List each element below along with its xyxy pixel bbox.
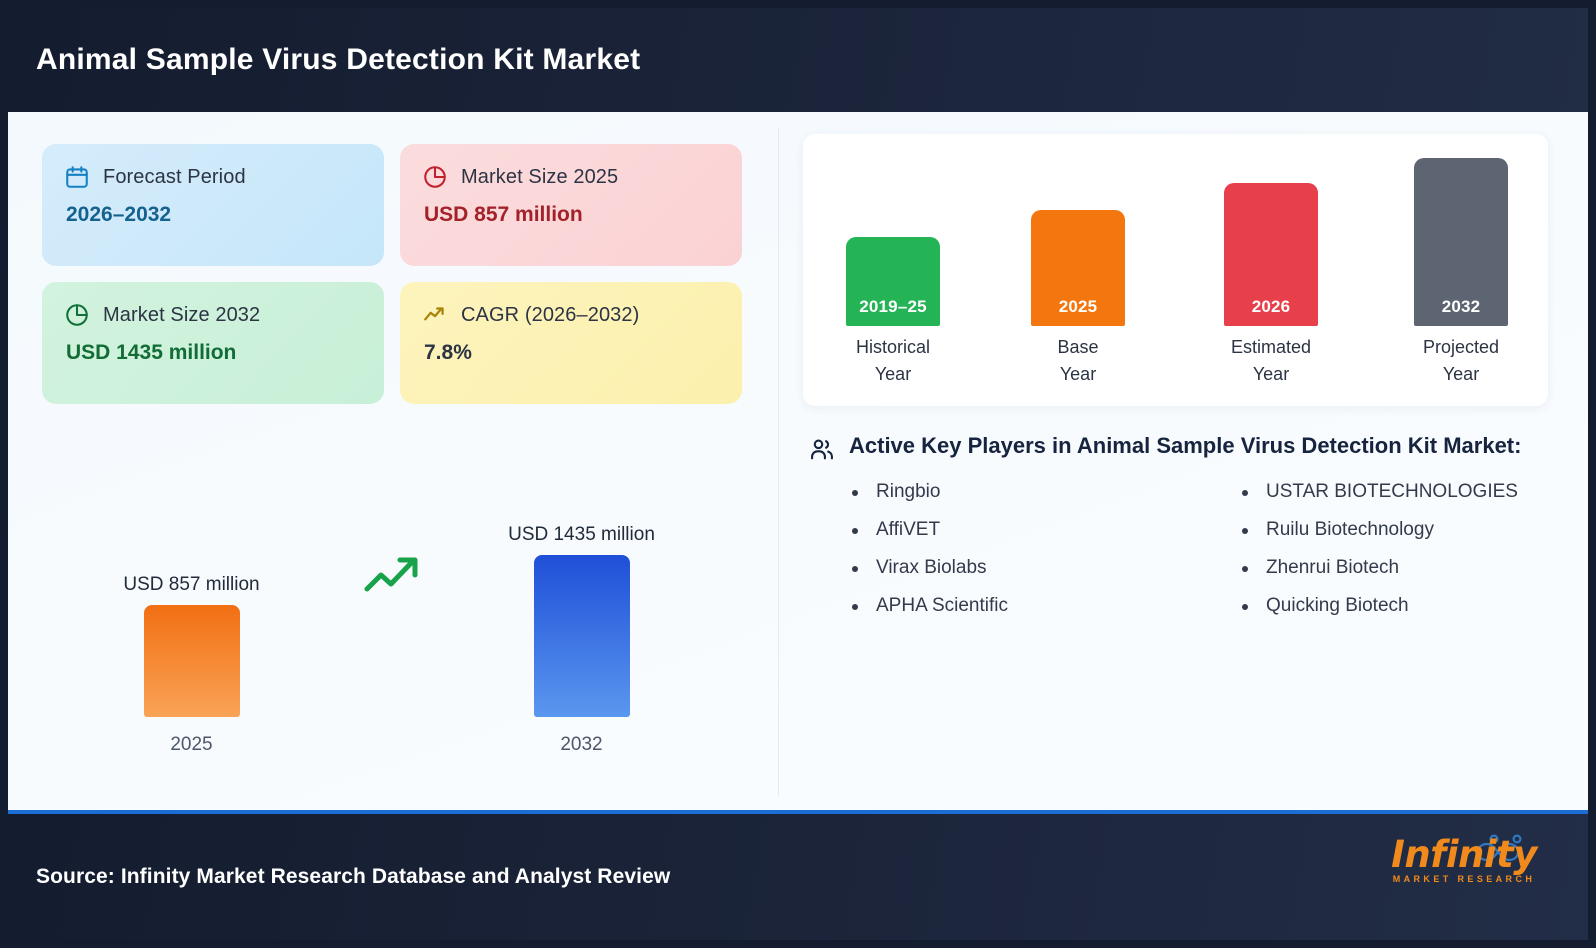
timeline-bar-caption: Base Year: [1057, 337, 1099, 384]
list-item: AffiVET: [850, 519, 1240, 541]
source-text: Source: Infinity Market Research Databas…: [36, 865, 671, 888]
growth-comparison-chart: USD 857 million 2025 USD 1435 million 20…: [42, 472, 752, 792]
list-item: USTAR BIOTECHNOLOGIES: [1240, 481, 1580, 503]
timeline-column-estimated: 2026 Estimated Year: [1191, 183, 1351, 388]
stat-card-title: CAGR (2026–2032): [461, 303, 640, 326]
list-item: Virax Biolabs: [850, 557, 1240, 579]
stat-card-title: Market Size 2025: [461, 165, 619, 188]
pie-chart-icon: [422, 164, 448, 190]
list-item: Zhenrui Biotech: [1240, 557, 1580, 579]
timeline-bar-year: 2019–25: [859, 297, 927, 316]
growth-bar-group-2025: USD 857 million 2025: [104, 574, 279, 756]
stat-card-cagr: CAGR (2026–2032) 7.8%: [400, 282, 742, 404]
header-banner: Animal Sample Virus Detection Kit Market: [8, 8, 1588, 112]
growth-bar-label: USD 1435 million: [508, 524, 655, 545]
stat-card-grid: Forecast Period 2026–2032 Market Size 20…: [42, 144, 742, 404]
growth-bar-2025: [143, 605, 240, 717]
key-players-columns: Ringbio AffiVET Virax Biolabs APHA Scien…: [850, 481, 1553, 633]
stat-card-market-size-2025: Market Size 2025 USD 857 million: [400, 144, 742, 266]
stat-card-title: Market Size 2032: [103, 303, 261, 326]
timeline-column-base: 2025 Base Year: [998, 210, 1158, 388]
stat-card-forecast-period: Forecast Period 2026–2032: [42, 144, 384, 266]
stat-card-value: 7.8%: [424, 341, 472, 364]
timeline-column-projected: 2032 Projected Year: [1381, 158, 1541, 388]
growth-bar-year: 2032: [560, 734, 603, 755]
list-item: Quicking Biotech: [1240, 595, 1580, 617]
stat-card-value: USD 1435 million: [66, 341, 237, 364]
growth-bar-year: 2025: [170, 734, 213, 755]
key-players-column-left: Ringbio AffiVET Virax Biolabs APHA Scien…: [850, 481, 1240, 633]
timeline-bar-base: 2025: [1031, 210, 1125, 326]
stat-card-market-size-2032: Market Size 2032 USD 1435 million: [42, 282, 384, 404]
growth-bar-label: USD 857 million: [123, 574, 260, 595]
key-players-title: Active Key Players in Animal Sample Viru…: [849, 433, 1522, 458]
logo-wordmark: Infinity: [1391, 833, 1537, 876]
company-logo: Infinity MARKET RESEARCH: [1374, 833, 1554, 884]
timeline-bar-historical: 2019–25: [846, 237, 940, 326]
timeline-bar-year: 2026: [1251, 297, 1291, 316]
infinity-people-icon: [1472, 830, 1536, 875]
calendar-icon: [64, 164, 90, 190]
trending-up-icon: [422, 302, 448, 328]
timeline-bar-caption: Historical Year: [855, 337, 930, 384]
growth-bar-group-2032: USD 1435 million 2032: [494, 524, 669, 756]
stat-card-value: USD 857 million: [424, 203, 583, 226]
pie-chart-icon: [64, 302, 90, 328]
list-item: Ruilu Biotechnology: [1240, 519, 1580, 541]
logo-tagline: MARKET RESEARCH: [1392, 874, 1536, 884]
timeline-bar-year: 2032: [1441, 297, 1481, 316]
timeline-bar-chart: 2019–25 Historical Year 2025 Base Year 202…: [803, 134, 1548, 406]
key-players-section: Active Key Players in Animal Sample Viru…: [808, 430, 1553, 633]
page-title: Animal Sample Virus Detection Kit Market: [36, 43, 641, 76]
growth-bar-2032: [533, 555, 630, 717]
key-players-column-right: USTAR BIOTECHNOLOGIES Ruilu Biotechnolog…: [1240, 481, 1580, 633]
stat-card-value: 2026–2032: [66, 203, 172, 226]
list-item: Ringbio: [850, 481, 1240, 503]
timeline-column-historical: 2019–25 Historical Year: [813, 237, 973, 388]
timeline-bar-caption: Estimated Year: [1230, 337, 1312, 384]
timeline-card: 2019–25 Historical Year 2025 Base Year 202…: [803, 134, 1548, 406]
timeline-bar-year: 2025: [1058, 297, 1098, 316]
vertical-divider: [778, 128, 779, 796]
users-icon: [808, 435, 836, 463]
stat-card-title: Forecast Period: [103, 165, 246, 188]
timeline-bar-projected: 2032: [1414, 158, 1508, 326]
timeline-bar-caption: Projected Year: [1422, 337, 1500, 384]
footer-banner: Source: Infinity Market Research Databas…: [8, 810, 1588, 940]
timeline-bar-estimated: 2026: [1224, 183, 1318, 326]
body-canvas: Forecast Period 2026–2032 Market Size 20…: [8, 112, 1588, 810]
list-item: APHA Scientific: [850, 595, 1240, 617]
trending-up-arrow-icon: [362, 553, 424, 602]
